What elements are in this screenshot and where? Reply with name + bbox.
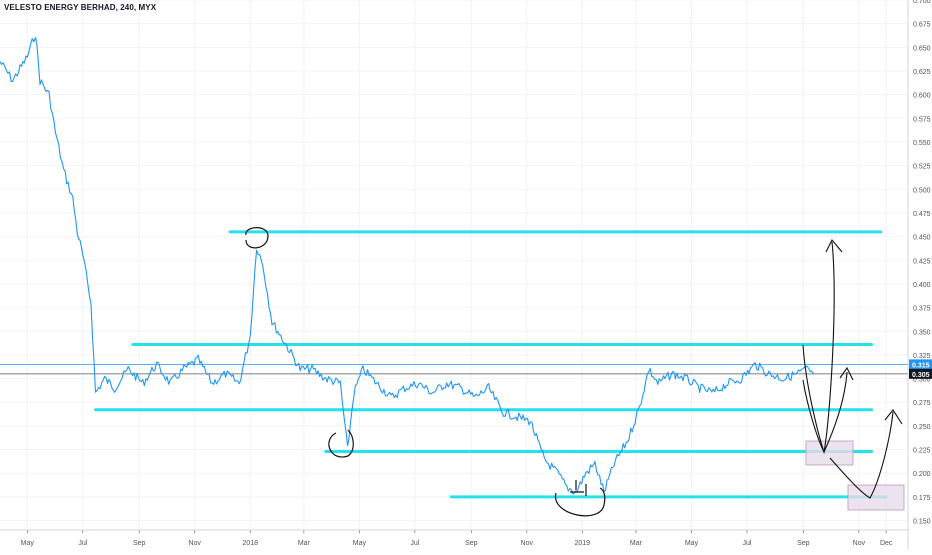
buy-zone-box-lower: [847, 484, 905, 511]
y-tick-label: 0.450: [913, 235, 931, 242]
x-tick-label: Jul: [78, 540, 87, 547]
y-tick-label: 0.700: [913, 0, 931, 5]
y-tick-label: 0.500: [913, 187, 931, 194]
projection-arrow-lower: [829, 411, 894, 499]
grid: [0, 0, 908, 530]
y-tick-label: 0.550: [913, 140, 931, 147]
y-tick-label: 0.575: [913, 116, 931, 123]
y-tick-label: 0.250: [913, 424, 931, 431]
projection-arrowhead-lower: [884, 409, 903, 425]
x-tick-label: Jul: [742, 540, 751, 547]
y-tick-label: 0.150: [913, 519, 931, 526]
y-tick-label: 0.425: [913, 258, 931, 265]
y-tick-label: 0.175: [913, 495, 931, 502]
support-resistance-lines: [94, 230, 888, 499]
y-tick-label: 0.200: [913, 471, 931, 478]
x-tick-label: Sep: [797, 540, 810, 547]
x-tick-label: Mar: [630, 540, 643, 547]
y-tick-label: 0.375: [913, 306, 931, 313]
x-tick-label: Mar: [298, 540, 311, 547]
y-tick-label: 0.650: [913, 45, 931, 52]
circle-annotation-top: [245, 227, 269, 249]
x-tick-label: May: [21, 540, 35, 547]
chart-title: VELESTO ENERGY BERHAD, 240, MYX: [4, 3, 157, 12]
y-tick-label: 0.350: [913, 329, 931, 336]
y-tick-label: 0.225: [913, 448, 931, 455]
drawing-annotations: [245, 227, 905, 517]
x-tick-label: 2019: [574, 540, 590, 547]
price-label-lower: 0.305: [912, 372, 930, 379]
y-tick-label: 0.475: [913, 211, 931, 218]
projection-arrowhead-upper: [825, 239, 843, 253]
bracket-annotation-low: [570, 480, 587, 496]
y-tick-label: 0.400: [913, 282, 931, 289]
y-tick-label: 0.600: [913, 93, 931, 100]
buy-zone-box-upper: [805, 440, 854, 466]
x-tick-label: Nov: [853, 540, 866, 547]
circle-annotation-april: [328, 429, 354, 458]
y-tick-label: 0.300: [913, 377, 931, 384]
y-tick-label: 0.625: [913, 69, 931, 76]
y-tick-label: 0.675: [913, 22, 931, 29]
x-tick-label: 2018: [242, 540, 258, 547]
price-label-lower-bg: [909, 368, 932, 379]
price-marker-lines: [0, 363, 908, 375]
price-series-line: [0, 36, 814, 495]
price-label-upper-bg: [909, 359, 932, 370]
x-tick-label: Dec: [880, 540, 893, 547]
projection-arrowhead-mid: [839, 366, 854, 381]
y-tick-label: 0.325: [913, 353, 931, 360]
price-series: [0, 36, 814, 495]
projection-arrow-mid: [802, 371, 848, 454]
x-tick-label: Sep: [133, 540, 146, 547]
price-label-upper: 0.315: [912, 362, 930, 369]
circle-annotation-low: [555, 487, 606, 517]
x-tick-label: May: [685, 540, 699, 547]
y-tick-label: 0.275: [913, 400, 931, 407]
x-tick-label: Nov: [188, 540, 201, 547]
x-tick-label: May: [353, 540, 367, 547]
x-tick-label: Sep: [465, 540, 478, 547]
x-tick-label: Jul: [410, 540, 419, 547]
x-tick-label: Nov: [521, 540, 534, 547]
y-tick-label: 0.525: [913, 164, 931, 171]
projection-arrow-upper: [802, 241, 835, 455]
